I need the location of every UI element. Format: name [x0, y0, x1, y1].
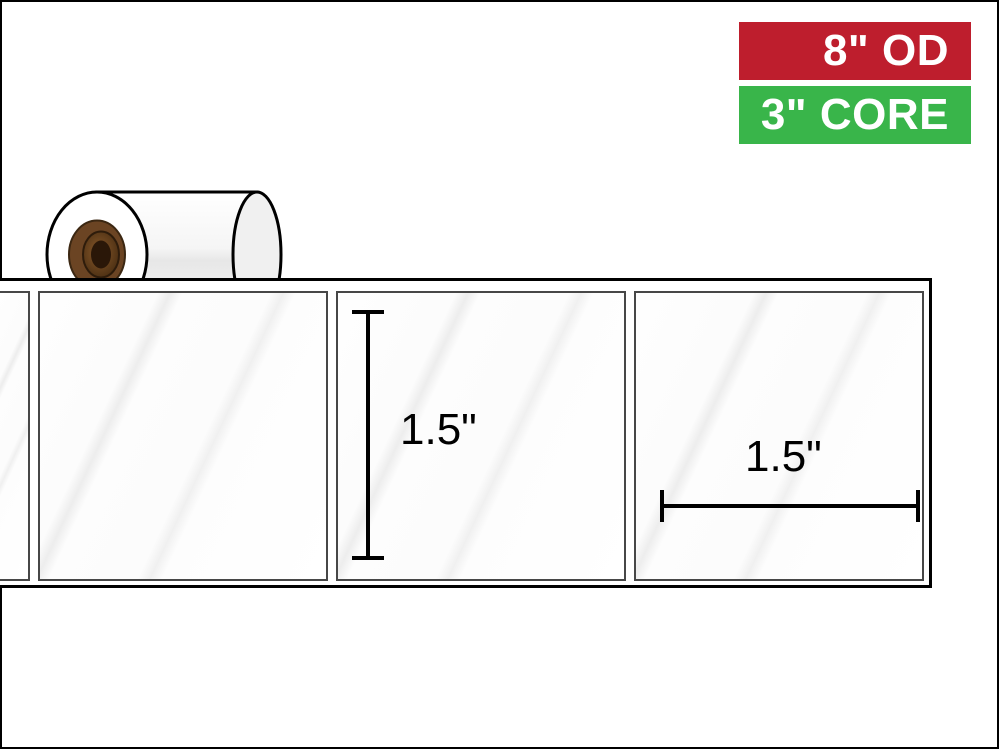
dimension-width-label: 1.5" [745, 432, 822, 482]
dimension-height-label: 1.5" [400, 405, 477, 455]
dimension-width [660, 490, 920, 530]
label-panel [0, 291, 30, 581]
badge-od: 8" OD [739, 22, 971, 80]
label-panel [38, 291, 328, 581]
dimension-height [360, 310, 400, 560]
badge-core: 3" CORE [739, 86, 971, 144]
spec-badges: 8" OD 3" CORE [739, 22, 971, 150]
